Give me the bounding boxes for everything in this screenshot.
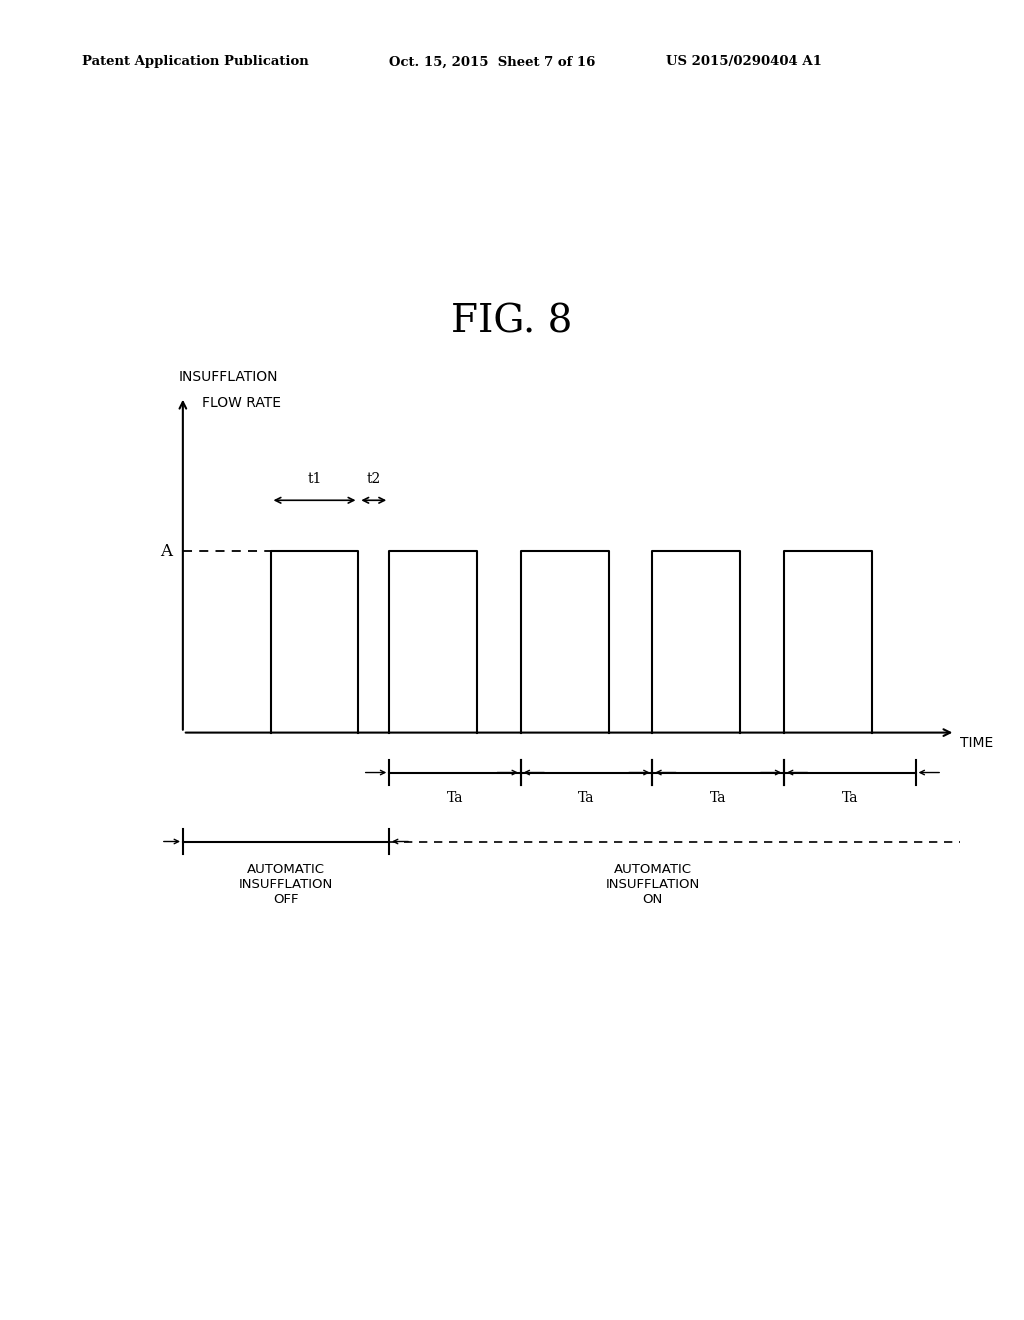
Text: AUTOMATIC
INSUFFLATION
ON: AUTOMATIC INSUFFLATION ON xyxy=(605,863,699,907)
Text: Ta: Ta xyxy=(710,791,726,805)
Text: INSUFFLATION: INSUFFLATION xyxy=(178,370,278,384)
Text: US 2015/0290404 A1: US 2015/0290404 A1 xyxy=(666,55,821,69)
Text: t1: t1 xyxy=(307,471,322,486)
Text: Ta: Ta xyxy=(446,791,463,805)
Text: Oct. 15, 2015  Sheet 7 of 16: Oct. 15, 2015 Sheet 7 of 16 xyxy=(389,55,596,69)
Text: AUTOMATIC
INSUFFLATION
OFF: AUTOMATIC INSUFFLATION OFF xyxy=(239,863,333,907)
Text: FIG. 8: FIG. 8 xyxy=(452,304,572,341)
Text: Ta: Ta xyxy=(579,791,595,805)
Text: TIME: TIME xyxy=(959,737,993,750)
Text: FLOW RATE: FLOW RATE xyxy=(202,396,282,409)
Text: Ta: Ta xyxy=(842,791,858,805)
Text: Patent Application Publication: Patent Application Publication xyxy=(82,55,308,69)
Text: t2: t2 xyxy=(367,471,381,486)
Text: A: A xyxy=(161,543,172,560)
